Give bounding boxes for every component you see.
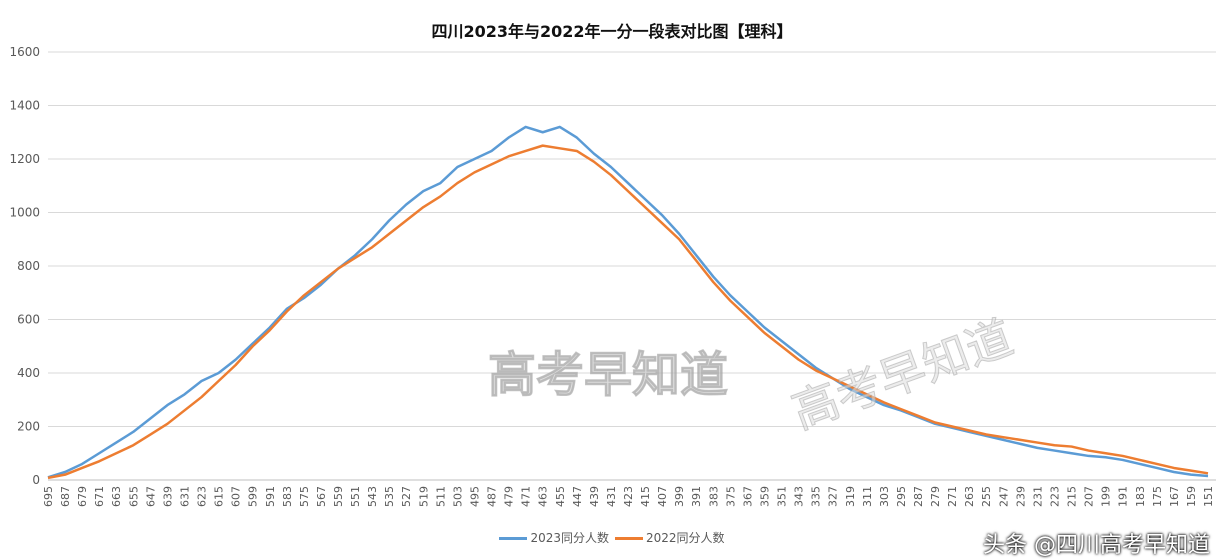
x-tick-label: 303: [878, 486, 891, 507]
x-tick-label: 279: [929, 486, 942, 507]
x-tick-label: 599: [247, 486, 260, 507]
x-tick-label: 607: [230, 486, 243, 507]
x-tick-label: 471: [520, 486, 533, 507]
x-tick-label: 583: [281, 486, 294, 507]
chart-title: 四川2023年与2022年一分一段表对比图【理科】: [0, 18, 1224, 42]
x-tick-label: 559: [332, 486, 345, 507]
x-tick-label: 183: [1134, 486, 1147, 507]
x-tick-label: 215: [1066, 486, 1079, 507]
y-tick-label: 600: [17, 313, 40, 327]
x-tick-label: 175: [1151, 486, 1164, 507]
x-tick-label: 375: [724, 486, 737, 507]
x-tick-label: 687: [59, 486, 72, 507]
x-tick-label: 575: [298, 486, 311, 507]
watermark-text: 高考早知道: [488, 335, 728, 405]
x-tick-label: 263: [963, 486, 976, 507]
x-tick-label: 503: [451, 486, 464, 507]
x-tick-label: 407: [656, 486, 669, 507]
x-tick-label: 343: [793, 486, 806, 507]
x-tick-label: 255: [980, 486, 993, 507]
x-tick-label: 191: [1117, 486, 1130, 507]
legend-label-2023: 2023同分人数: [530, 531, 609, 545]
x-tick-label: 311: [861, 486, 874, 507]
x-tick-label: 247: [997, 486, 1010, 507]
x-tick-label: 463: [537, 486, 550, 507]
y-tick-label: 200: [17, 420, 40, 434]
x-tick-label: 671: [93, 486, 106, 507]
y-tick-label: 1000: [9, 206, 40, 220]
y-tick-label: 1200: [9, 152, 40, 166]
x-tick-label: 663: [110, 486, 123, 507]
y-tick-label: 0: [32, 473, 40, 487]
x-tick-label: 239: [1014, 486, 1027, 507]
x-tick-label: 623: [196, 486, 209, 507]
x-tick-label: 167: [1168, 486, 1181, 507]
x-tick-label: 231: [1031, 486, 1044, 507]
x-tick-label: 391: [690, 486, 703, 507]
x-tick-label: 679: [76, 486, 89, 507]
x-tick-label: 567: [315, 486, 328, 507]
series-line-2022同分人数: [48, 146, 1208, 478]
x-tick-label: 439: [588, 486, 601, 507]
legend-label-2022: 2022同分人数: [646, 531, 725, 545]
x-tick-label: 519: [417, 486, 430, 507]
x-tick-label: 695: [42, 486, 55, 507]
x-tick-label: 535: [383, 486, 396, 507]
x-tick-label: 479: [503, 486, 516, 507]
x-tick-label: 551: [349, 486, 362, 507]
x-tick-label: 367: [741, 486, 754, 507]
x-tick-label: 223: [1048, 486, 1061, 507]
x-tick-label: 151: [1202, 486, 1215, 507]
x-tick-label: 543: [366, 486, 379, 507]
x-tick-label: 287: [912, 486, 925, 507]
y-tick-label: 400: [17, 366, 40, 380]
y-tick-label: 800: [17, 259, 40, 273]
x-tick-label: 271: [946, 486, 959, 507]
x-tick-label: 511: [434, 486, 447, 507]
x-tick-label: 351: [776, 486, 789, 507]
x-tick-label: 423: [622, 486, 635, 507]
x-tick-label: 199: [1100, 486, 1113, 507]
x-tick-label: 319: [844, 486, 857, 507]
legend-swatch-2022: [615, 537, 643, 540]
x-tick-label: 335: [810, 486, 823, 507]
x-tick-label: 207: [1083, 486, 1096, 507]
credit-text: 头条 @四川高考早知道: [983, 527, 1210, 559]
x-tick-label: 591: [264, 486, 277, 507]
y-tick-label: 1600: [9, 45, 40, 59]
x-tick-label: 295: [895, 486, 908, 507]
x-tick-label: 655: [127, 486, 140, 507]
x-tick-label: 415: [639, 486, 652, 507]
x-tick-label: 639: [161, 486, 174, 507]
legend-item-2022: 2022同分人数: [615, 529, 725, 546]
x-tick-label: 615: [213, 486, 226, 507]
x-tick-label: 455: [554, 486, 567, 507]
x-tick-label: 487: [486, 486, 499, 507]
series-line-2023同分人数: [48, 127, 1208, 477]
x-tick-label: 631: [178, 486, 191, 507]
x-tick-label: 495: [468, 486, 481, 507]
x-tick-label: 647: [144, 486, 157, 507]
legend-item-2023: 2023同分人数: [499, 529, 609, 546]
x-tick-label: 527: [400, 486, 413, 507]
legend-swatch-2023: [499, 537, 527, 540]
x-tick-label: 383: [707, 486, 720, 507]
x-tick-label: 431: [605, 486, 618, 507]
y-tick-label: 1400: [9, 99, 40, 113]
x-tick-label: 159: [1185, 486, 1198, 507]
x-tick-label: 447: [571, 486, 584, 507]
x-tick-label: 327: [827, 486, 840, 507]
x-tick-label: 359: [758, 486, 771, 507]
x-tick-label: 399: [673, 486, 686, 507]
